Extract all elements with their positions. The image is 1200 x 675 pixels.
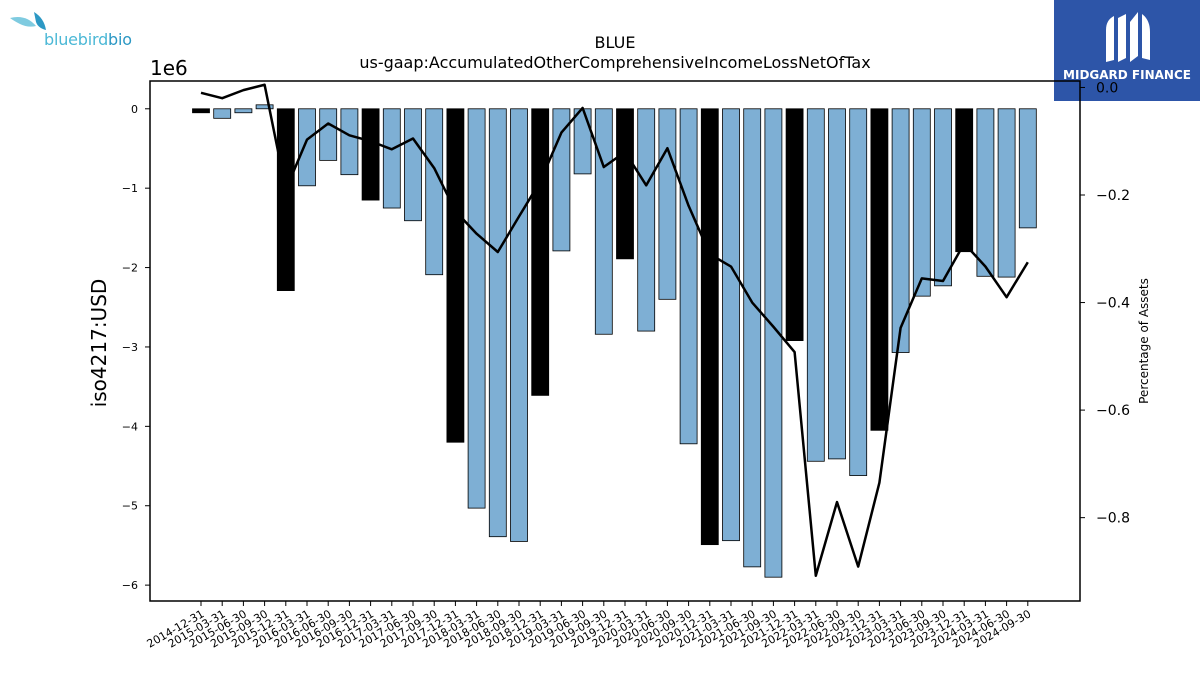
bar xyxy=(891,108,910,353)
bar xyxy=(488,108,507,538)
bar xyxy=(955,108,974,253)
bar xyxy=(234,108,253,114)
midgard-finance-logo: MIDGARD FINANCE xyxy=(1054,0,1200,101)
bar xyxy=(361,108,380,201)
bar xyxy=(213,108,232,119)
bar xyxy=(319,108,338,161)
y-tick-label: 0 xyxy=(131,103,138,116)
y-tick-label: −2 xyxy=(122,262,138,275)
bar xyxy=(722,108,740,542)
bar xyxy=(382,108,401,209)
y2-axis-label: Percentage of Assets xyxy=(1137,278,1151,404)
bar xyxy=(764,108,783,578)
bar xyxy=(531,108,550,396)
bar xyxy=(404,108,422,222)
y2-tick-label: −0.4 xyxy=(1096,296,1130,312)
bar xyxy=(700,108,719,546)
bar xyxy=(658,108,677,300)
y-tick-label: −1 xyxy=(122,182,138,195)
y-tick-label: −5 xyxy=(122,500,138,513)
y2-tick-label: −0.6 xyxy=(1096,403,1130,419)
bar xyxy=(616,108,634,260)
chart-subtitle: us-gaap:AccumulatedOtherComprehensiveInc… xyxy=(359,53,870,72)
bar xyxy=(425,108,444,276)
bar xyxy=(828,108,846,460)
axes-group: 0−1−2−3−4−5−60.0−0.2−0.4−0.6−0.82014-12-… xyxy=(122,80,1130,651)
y2-tick-label: 0.0 xyxy=(1096,80,1118,96)
bar xyxy=(997,108,1016,278)
bar xyxy=(467,108,486,509)
midgard-finance-label: MIDGARD FINANCE xyxy=(1063,68,1191,82)
bar xyxy=(510,108,528,542)
bar xyxy=(743,108,762,568)
bar xyxy=(298,108,316,187)
bluebirdbio-wordmark: bluebirdbio xyxy=(44,30,132,49)
bars-group xyxy=(192,104,1037,578)
y-tick-label: −4 xyxy=(122,420,138,433)
bar xyxy=(870,108,889,431)
series-line xyxy=(200,83,1029,577)
y-multiplier-label: 1e6 xyxy=(150,56,188,80)
bar xyxy=(446,108,465,443)
bar xyxy=(573,108,592,175)
bluebirdbio-logo: bluebirdbio xyxy=(8,8,158,53)
y2-tick-label: −0.2 xyxy=(1096,188,1130,204)
bird-icon xyxy=(10,12,46,30)
bar xyxy=(785,108,804,342)
y2-tick-label: −0.8 xyxy=(1096,511,1130,527)
bar xyxy=(806,108,825,462)
bar xyxy=(912,108,931,297)
plot-frame xyxy=(149,80,1081,602)
bar xyxy=(1018,108,1037,229)
midgard-emblem-icon xyxy=(1106,12,1150,62)
bar xyxy=(849,108,868,476)
bar xyxy=(552,108,571,252)
bar xyxy=(679,108,698,445)
bar xyxy=(255,104,274,110)
y-axis-label: iso4217:USD xyxy=(87,279,111,408)
bar xyxy=(637,108,656,332)
bar xyxy=(594,108,613,335)
bar xyxy=(276,108,295,291)
bar xyxy=(340,108,359,176)
bar xyxy=(192,108,210,114)
y-tick-label: −3 xyxy=(122,341,138,354)
bar xyxy=(976,108,995,277)
chart-title: BLUE xyxy=(595,33,636,52)
y-tick-label: −6 xyxy=(122,579,138,592)
bar xyxy=(934,108,952,287)
line-group xyxy=(200,83,1029,577)
